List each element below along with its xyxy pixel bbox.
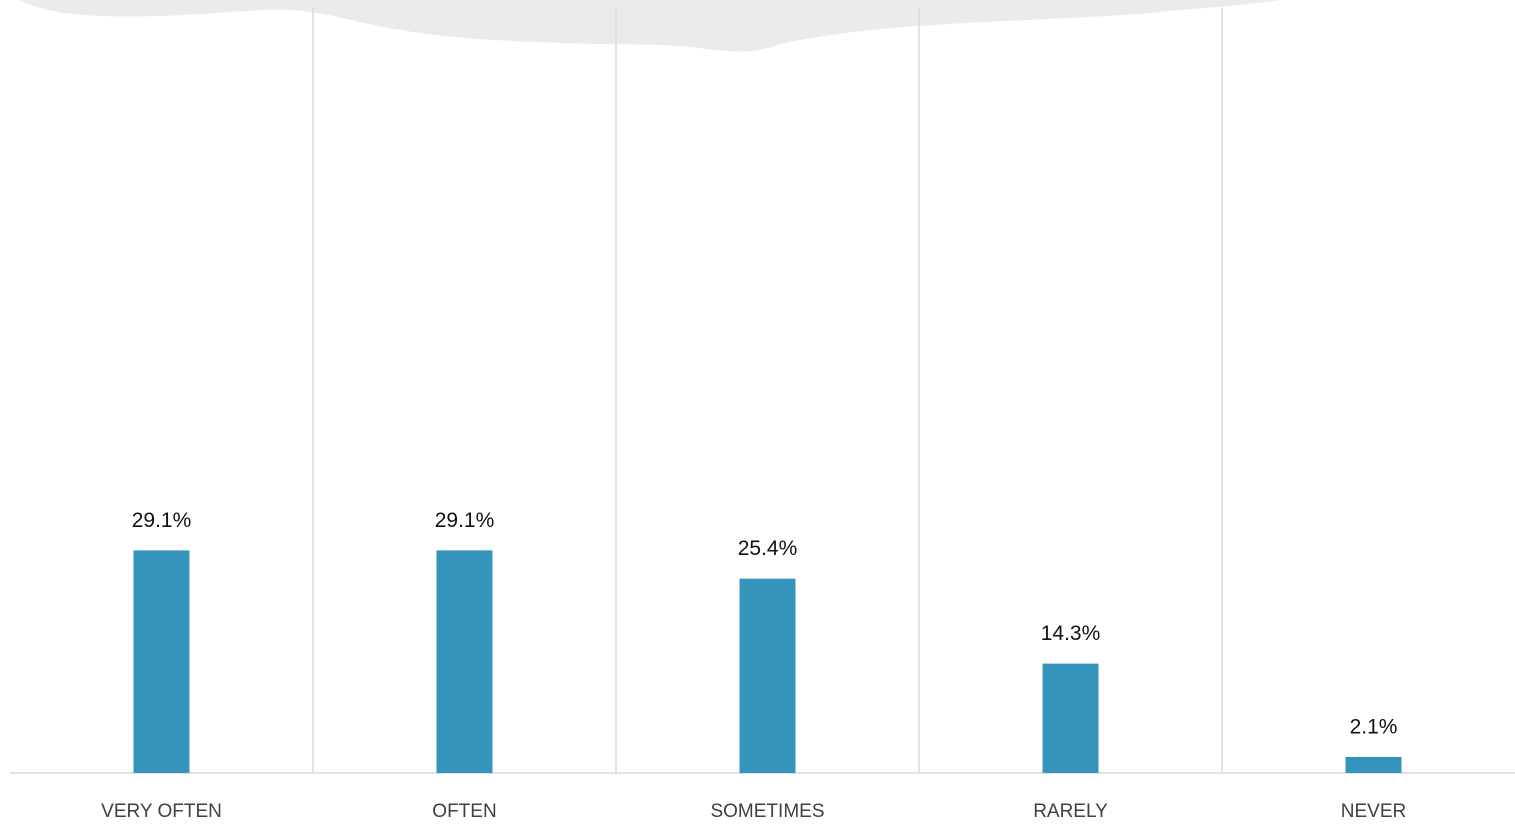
x-tick-label: OFTEN <box>432 801 496 822</box>
x-tick-label: VERY OFTEN <box>101 801 222 822</box>
value-label: 29.1% <box>435 509 495 532</box>
value-label: 14.3% <box>1041 622 1101 645</box>
value-label: 29.1% <box>132 509 192 532</box>
value-label: 25.4% <box>738 537 798 560</box>
bar <box>1345 756 1402 773</box>
bar <box>1042 663 1099 773</box>
value-label: 2.1% <box>1350 715 1398 738</box>
bar <box>739 578 796 773</box>
x-tick-label: SOMETIMES <box>710 801 824 822</box>
bar <box>436 550 493 773</box>
x-tick-label: NEVER <box>1341 801 1406 822</box>
x-tick-label: RARELY <box>1033 801 1108 822</box>
torn-paper-decoration <box>20 0 1280 52</box>
bar <box>133 550 190 773</box>
